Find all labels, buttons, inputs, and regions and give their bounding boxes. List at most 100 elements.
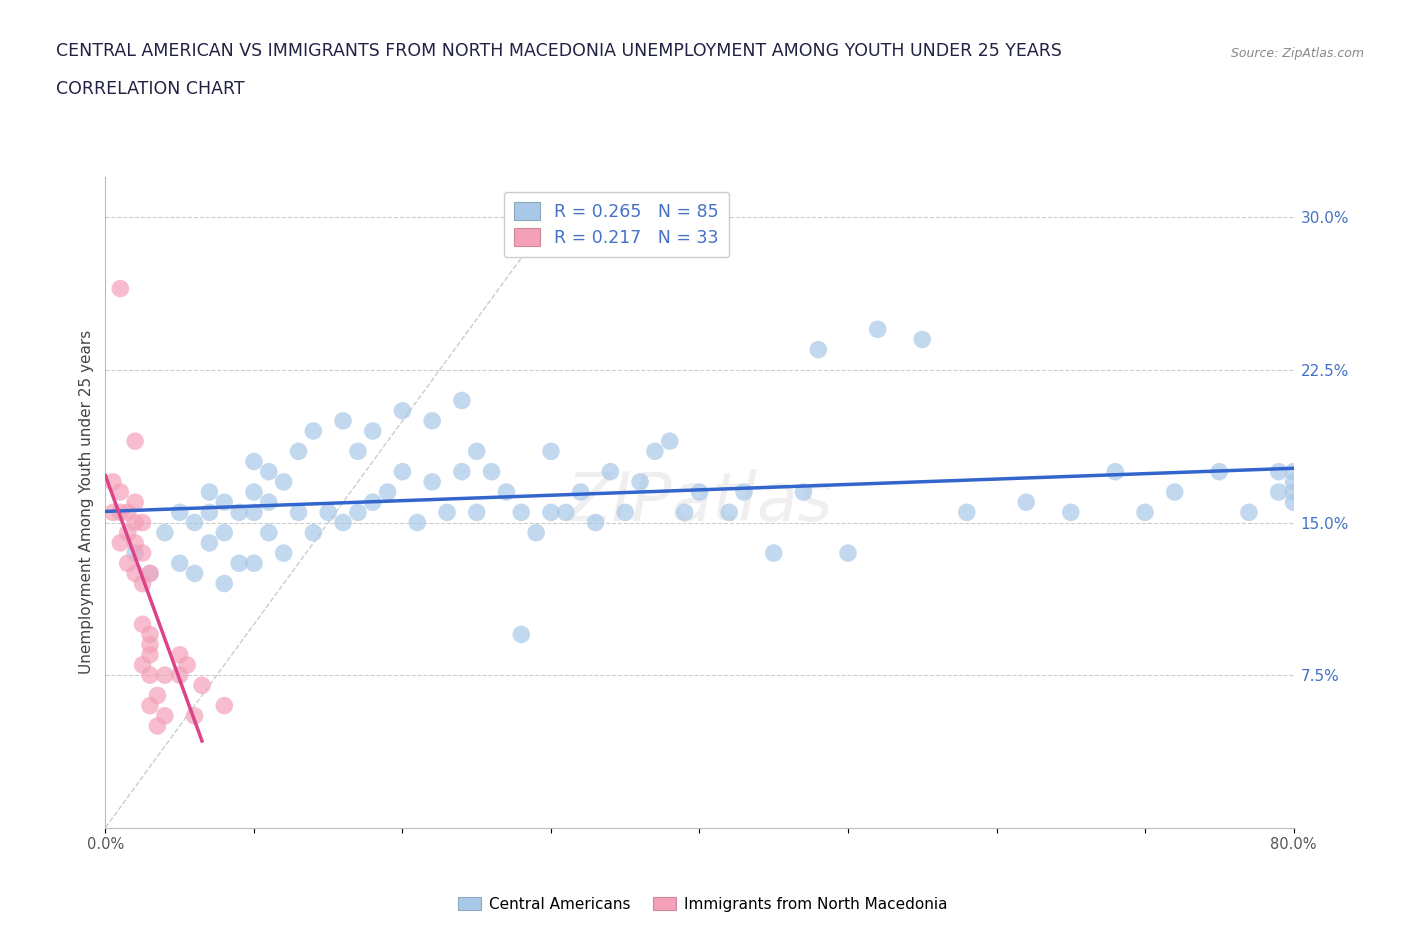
Point	[599, 464, 621, 479]
Point	[273, 546, 295, 561]
Point	[614, 505, 637, 520]
Point	[110, 505, 132, 520]
Point	[689, 485, 711, 499]
Point	[495, 485, 517, 499]
Point	[673, 505, 696, 520]
Point	[866, 322, 889, 337]
Point	[124, 433, 146, 448]
Text: CORRELATION CHART: CORRELATION CHART	[56, 80, 245, 98]
Point	[436, 505, 458, 520]
Point	[117, 525, 139, 540]
Point	[139, 627, 162, 642]
Point	[569, 485, 592, 499]
Point	[644, 444, 666, 458]
Point	[332, 515, 354, 530]
Point	[391, 404, 413, 418]
Point	[117, 505, 139, 520]
Point	[131, 546, 153, 561]
Point	[302, 423, 325, 438]
Point	[1282, 474, 1305, 489]
Point	[481, 464, 503, 479]
Point	[1282, 485, 1305, 499]
Point	[450, 393, 472, 408]
Point	[361, 495, 384, 510]
Point	[361, 423, 384, 438]
Point	[1164, 485, 1187, 499]
Point	[101, 505, 124, 520]
Point	[198, 505, 221, 520]
Point	[377, 485, 399, 499]
Point	[124, 515, 146, 530]
Point	[420, 414, 443, 429]
Point	[169, 668, 191, 683]
Point	[214, 495, 236, 510]
Point	[257, 525, 280, 540]
Point	[733, 485, 755, 499]
Point	[347, 444, 370, 458]
Point	[146, 719, 169, 734]
Point	[1237, 505, 1260, 520]
Point	[391, 464, 413, 479]
Point	[450, 464, 472, 479]
Point	[176, 658, 198, 672]
Point	[183, 515, 205, 530]
Point	[347, 505, 370, 520]
Point	[153, 668, 176, 683]
Point	[146, 688, 169, 703]
Point	[131, 515, 153, 530]
Point	[1133, 505, 1156, 520]
Point	[191, 678, 214, 693]
Point	[131, 617, 153, 631]
Point	[139, 637, 162, 652]
Point	[585, 515, 607, 530]
Point	[510, 505, 533, 520]
Point	[273, 474, 295, 489]
Point	[287, 505, 309, 520]
Point	[1282, 495, 1305, 510]
Point	[183, 709, 205, 724]
Point	[124, 536, 146, 551]
Point	[243, 505, 266, 520]
Point	[101, 474, 124, 489]
Point	[153, 709, 176, 724]
Point	[332, 414, 354, 429]
Point	[1267, 485, 1289, 499]
Point	[465, 444, 488, 458]
Point	[214, 698, 236, 713]
Point	[956, 505, 979, 520]
Point	[169, 647, 191, 662]
Point	[124, 495, 146, 510]
Point	[510, 627, 533, 642]
Point	[139, 668, 162, 683]
Point	[287, 444, 309, 458]
Point	[718, 505, 741, 520]
Point	[257, 495, 280, 510]
Point	[1015, 495, 1038, 510]
Point	[214, 525, 236, 540]
Point	[911, 332, 934, 347]
Point	[131, 577, 153, 591]
Point	[169, 505, 191, 520]
Y-axis label: Unemployment Among Youth under 25 years: Unemployment Among Youth under 25 years	[79, 330, 94, 674]
Point	[554, 505, 576, 520]
Point	[1104, 464, 1126, 479]
Point	[198, 536, 221, 551]
Point	[243, 485, 266, 499]
Point	[837, 546, 859, 561]
Point	[243, 454, 266, 469]
Point	[540, 505, 562, 520]
Point	[139, 647, 162, 662]
Point	[110, 281, 132, 296]
Point	[1208, 464, 1230, 479]
Point	[124, 566, 146, 581]
Point	[658, 433, 681, 448]
Text: CENTRAL AMERICAN VS IMMIGRANTS FROM NORTH MACEDONIA UNEMPLOYMENT AMONG YOUTH UND: CENTRAL AMERICAN VS IMMIGRANTS FROM NORT…	[56, 43, 1062, 60]
Point	[1282, 464, 1305, 479]
Point	[228, 505, 250, 520]
Point	[420, 474, 443, 489]
Point	[169, 556, 191, 571]
Point	[465, 505, 488, 520]
Legend: R = 0.265   N = 85, R = 0.217   N = 33: R = 0.265 N = 85, R = 0.217 N = 33	[503, 192, 730, 258]
Point	[243, 556, 266, 571]
Point	[302, 525, 325, 540]
